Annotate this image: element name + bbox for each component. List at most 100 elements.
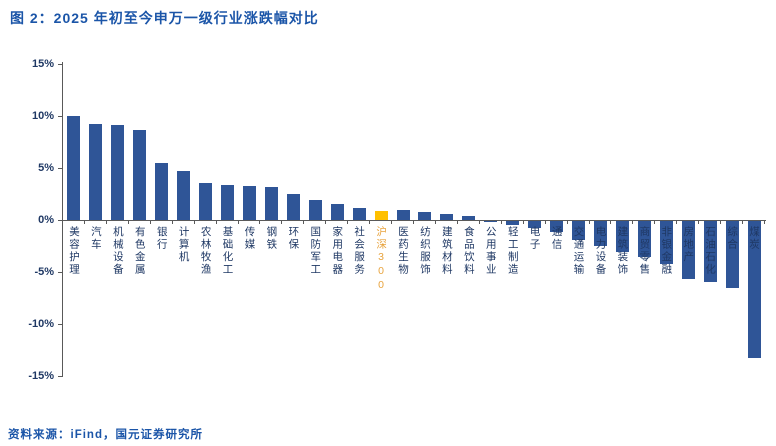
x-tick-mark	[105, 221, 107, 224]
x-tick-mark	[215, 221, 217, 224]
y-tick-label: -15%	[28, 370, 54, 382]
category-label-建筑材料: 建筑材料	[440, 226, 453, 276]
x-tick-mark	[566, 221, 568, 224]
bar-环保	[286, 194, 300, 220]
x-tick-mark	[654, 221, 656, 224]
x-tick-mark	[413, 221, 414, 224]
x-tick-mark	[303, 221, 305, 224]
bar-综合	[725, 221, 739, 288]
bar-通信	[550, 221, 564, 233]
category-label-传媒: 传媒	[243, 226, 256, 251]
category-label-国防军工: 国防军工	[309, 226, 322, 276]
x-tick-mark	[347, 221, 349, 224]
bar-机械设备	[111, 125, 125, 220]
bar-国防军工	[308, 200, 322, 220]
y-tick-label: -5%	[34, 266, 54, 278]
bar-非银金融	[659, 221, 673, 264]
category-label-公用事业: 公用事业	[484, 226, 497, 276]
bar-电子	[528, 221, 542, 229]
category-label-医药生物: 医药生物	[397, 226, 410, 276]
bar-家用电器	[330, 204, 344, 220]
bar-传媒	[242, 185, 256, 220]
y-tick-mark	[58, 220, 62, 221]
bar-轻工制造	[506, 221, 520, 226]
x-tick-mark	[62, 221, 63, 224]
x-tick-mark	[764, 221, 765, 224]
category-label-房地产: 房地产	[682, 226, 695, 264]
category-label-电子: 电子	[528, 226, 541, 251]
y-tick-label: 0%	[38, 214, 54, 226]
bar-食品饮料	[462, 215, 476, 220]
y-axis-line	[62, 62, 63, 221]
y-tick-mark	[58, 272, 62, 273]
x-tick-mark	[676, 221, 678, 224]
bar-交通运输	[572, 221, 586, 240]
category-label-钢铁: 钢铁	[265, 226, 278, 251]
y-tick-label: -10%	[28, 318, 54, 330]
category-label-社会服务: 社会服务	[353, 226, 366, 276]
category-label-通信: 通信	[550, 226, 563, 251]
x-tick-mark	[522, 221, 524, 224]
bar-建筑装饰	[615, 221, 629, 253]
x-tick-mark	[500, 221, 502, 224]
x-tick-mark	[610, 221, 612, 224]
bar-商贸零售	[637, 221, 651, 258]
x-tick-mark	[281, 221, 283, 224]
bar-有色金属	[133, 129, 147, 220]
bar-石油石化	[703, 221, 717, 283]
y-tick-label: 10%	[31, 110, 54, 122]
category-label-非银金融: 非银金融	[660, 226, 673, 276]
x-tick-mark	[325, 221, 327, 224]
bar-公用事业	[484, 221, 498, 223]
x-tick-mark	[237, 221, 239, 224]
x-tick-mark	[544, 221, 546, 224]
category-label-家用电器: 家用电器	[331, 226, 344, 276]
bar-建筑材料	[440, 213, 454, 220]
category-label-基础化工: 基础化工	[221, 226, 234, 276]
y-tick-label: 5%	[38, 162, 54, 174]
x-tick-mark	[478, 221, 480, 224]
x-tick-mark	[391, 221, 393, 224]
category-label-电力设备: 电力设备	[594, 226, 607, 276]
bar-钢铁	[264, 186, 278, 220]
bar-银行	[155, 162, 169, 220]
x-tick-mark	[127, 221, 129, 224]
category-label-交通运输: 交通运输	[572, 226, 585, 276]
bar-美容护理	[67, 116, 81, 220]
bar-汽车	[89, 124, 103, 220]
category-label-煤炭: 煤炭	[748, 226, 761, 251]
category-label-汽车: 汽车	[89, 226, 102, 251]
category-label-环保: 环保	[287, 226, 300, 251]
category-label-美容护理: 美容护理	[67, 226, 80, 276]
bar-沪深300	[374, 210, 388, 220]
x-axis-zero-line	[62, 220, 766, 221]
x-tick-mark	[720, 221, 722, 224]
x-tick-mark	[149, 221, 151, 224]
bar-煤炭	[747, 221, 761, 359]
x-tick-mark	[259, 221, 261, 224]
bar-农林牧渔	[199, 182, 213, 220]
x-tick-mark	[434, 221, 436, 224]
category-label-石油石化: 石油石化	[704, 226, 717, 276]
category-label-综合: 综合	[726, 226, 739, 251]
category-label-纺织服饰: 纺织服饰	[418, 226, 431, 276]
bar-基础化工	[221, 184, 235, 220]
y-tick-mark	[58, 376, 62, 377]
x-tick-mark	[588, 221, 590, 224]
x-tick-mark	[698, 221, 700, 224]
category-label-有色金属: 有色金属	[133, 226, 146, 276]
y-tick-mark	[58, 116, 62, 117]
category-label-计算机: 计算机	[177, 226, 190, 264]
category-label-建筑装饰: 建筑装饰	[616, 226, 629, 276]
category-label-商贸零售: 商贸零售	[638, 226, 651, 276]
category-label-沪深300: 沪深300	[375, 226, 388, 293]
category-label-机械设备: 机械设备	[111, 226, 124, 276]
bar-电力设备	[593, 221, 607, 246]
x-tick-mark	[632, 221, 634, 224]
bar-房地产	[681, 221, 695, 280]
chart-title: 图 2：2025 年初至今申万一级行业涨跌幅对比	[10, 10, 319, 26]
x-tick-mark	[742, 221, 744, 224]
bar-计算机	[177, 171, 191, 220]
